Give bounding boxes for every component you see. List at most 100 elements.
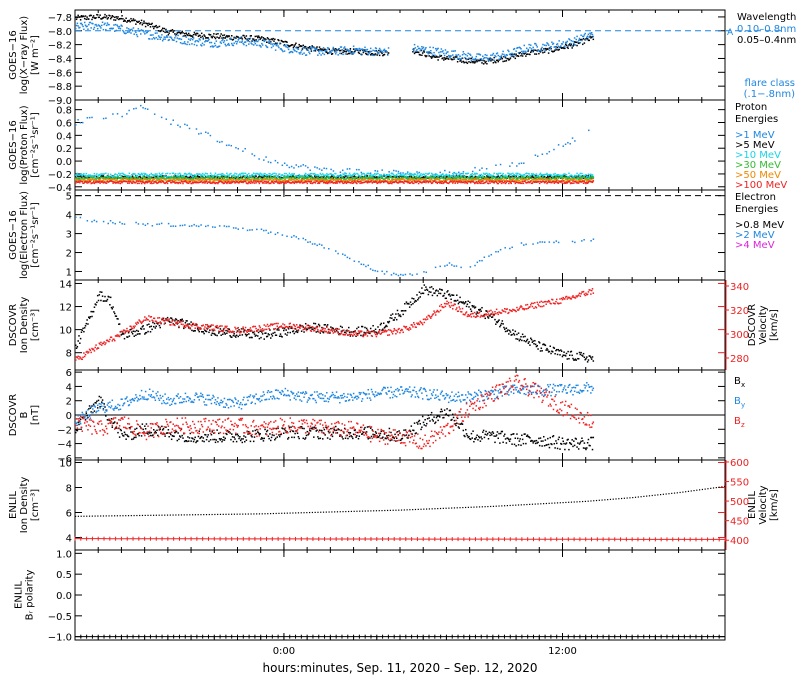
data-point [273,182,275,185]
data-point [369,176,371,179]
data-point [494,180,496,183]
data-point [413,174,415,177]
data-point [515,175,517,178]
data-point [585,182,587,185]
data-point [500,55,503,57]
data-point [576,44,578,47]
data-point [131,29,134,32]
data-point [563,47,565,50]
data-point [437,175,439,178]
data-point [437,181,439,183]
data-point [209,178,212,181]
data-point [299,175,301,177]
data-point [286,164,288,166]
data-point [525,51,527,54]
data-point [538,178,540,180]
data-point [387,174,389,176]
data-point [421,45,423,48]
data-point [348,50,350,53]
data-point [235,178,238,181]
data-point [430,172,433,175]
data-point [246,178,248,181]
data-point [120,24,122,27]
data-point [413,178,415,181]
data-point [546,182,548,185]
data-point [274,180,276,183]
data-point [179,178,181,181]
data-point [504,55,507,58]
data-point [367,172,369,175]
data-point [474,178,477,181]
data-point [448,181,451,184]
data-point [287,179,290,181]
data-point [332,170,335,172]
data-point [320,178,322,181]
data-point [575,41,577,44]
data-point [395,273,397,276]
data-point [369,54,372,56]
data-point [196,173,199,175]
data-point [237,179,239,181]
data-point [307,49,309,51]
data-point [346,181,348,184]
data-point [304,176,307,179]
data-point [199,179,201,182]
data-point [436,48,439,50]
data-point [450,58,452,60]
data-point [192,182,195,184]
data-point [374,176,376,178]
data-point [362,263,365,266]
data-point [590,178,593,180]
data-point [82,175,84,178]
data-point [161,173,163,175]
data-point [514,54,517,57]
data-point [343,49,345,52]
data-point [251,229,253,231]
data-point [168,32,170,34]
data-point [272,181,274,184]
data-point [290,50,292,53]
data-point [249,178,252,181]
data-point [543,180,546,183]
data-point [459,173,461,176]
data-point [420,178,422,180]
data-point [363,50,365,53]
data-point [441,50,443,53]
data-point [406,176,408,178]
data-point [116,17,118,20]
data-point [360,53,362,55]
data-point [94,181,96,184]
data-point [587,181,590,184]
data-point [530,173,533,175]
data-point [459,55,461,57]
data-point [328,177,330,180]
data-point [128,180,131,182]
data-point [452,54,454,56]
data-point [508,50,510,53]
data-point [285,179,287,182]
data-point [92,15,95,17]
data-point [528,173,530,175]
data-point [158,36,161,38]
data-point [431,54,434,56]
data-point [168,39,170,41]
data-point [86,180,88,182]
data-point [547,48,549,50]
data-point [270,182,272,185]
data-point [502,172,504,175]
data-point [105,180,108,183]
data-point [426,55,428,57]
data-point [381,270,383,273]
data-point [404,176,407,178]
data-point [86,176,88,179]
data-point [279,175,282,178]
data-point [113,19,115,21]
data-point [202,178,205,180]
data-point [539,180,542,183]
data-point [569,177,571,180]
data-point [270,161,272,164]
data-point [548,179,551,182]
data-point [532,181,534,183]
data-point [150,23,153,26]
data-point [442,180,444,182]
